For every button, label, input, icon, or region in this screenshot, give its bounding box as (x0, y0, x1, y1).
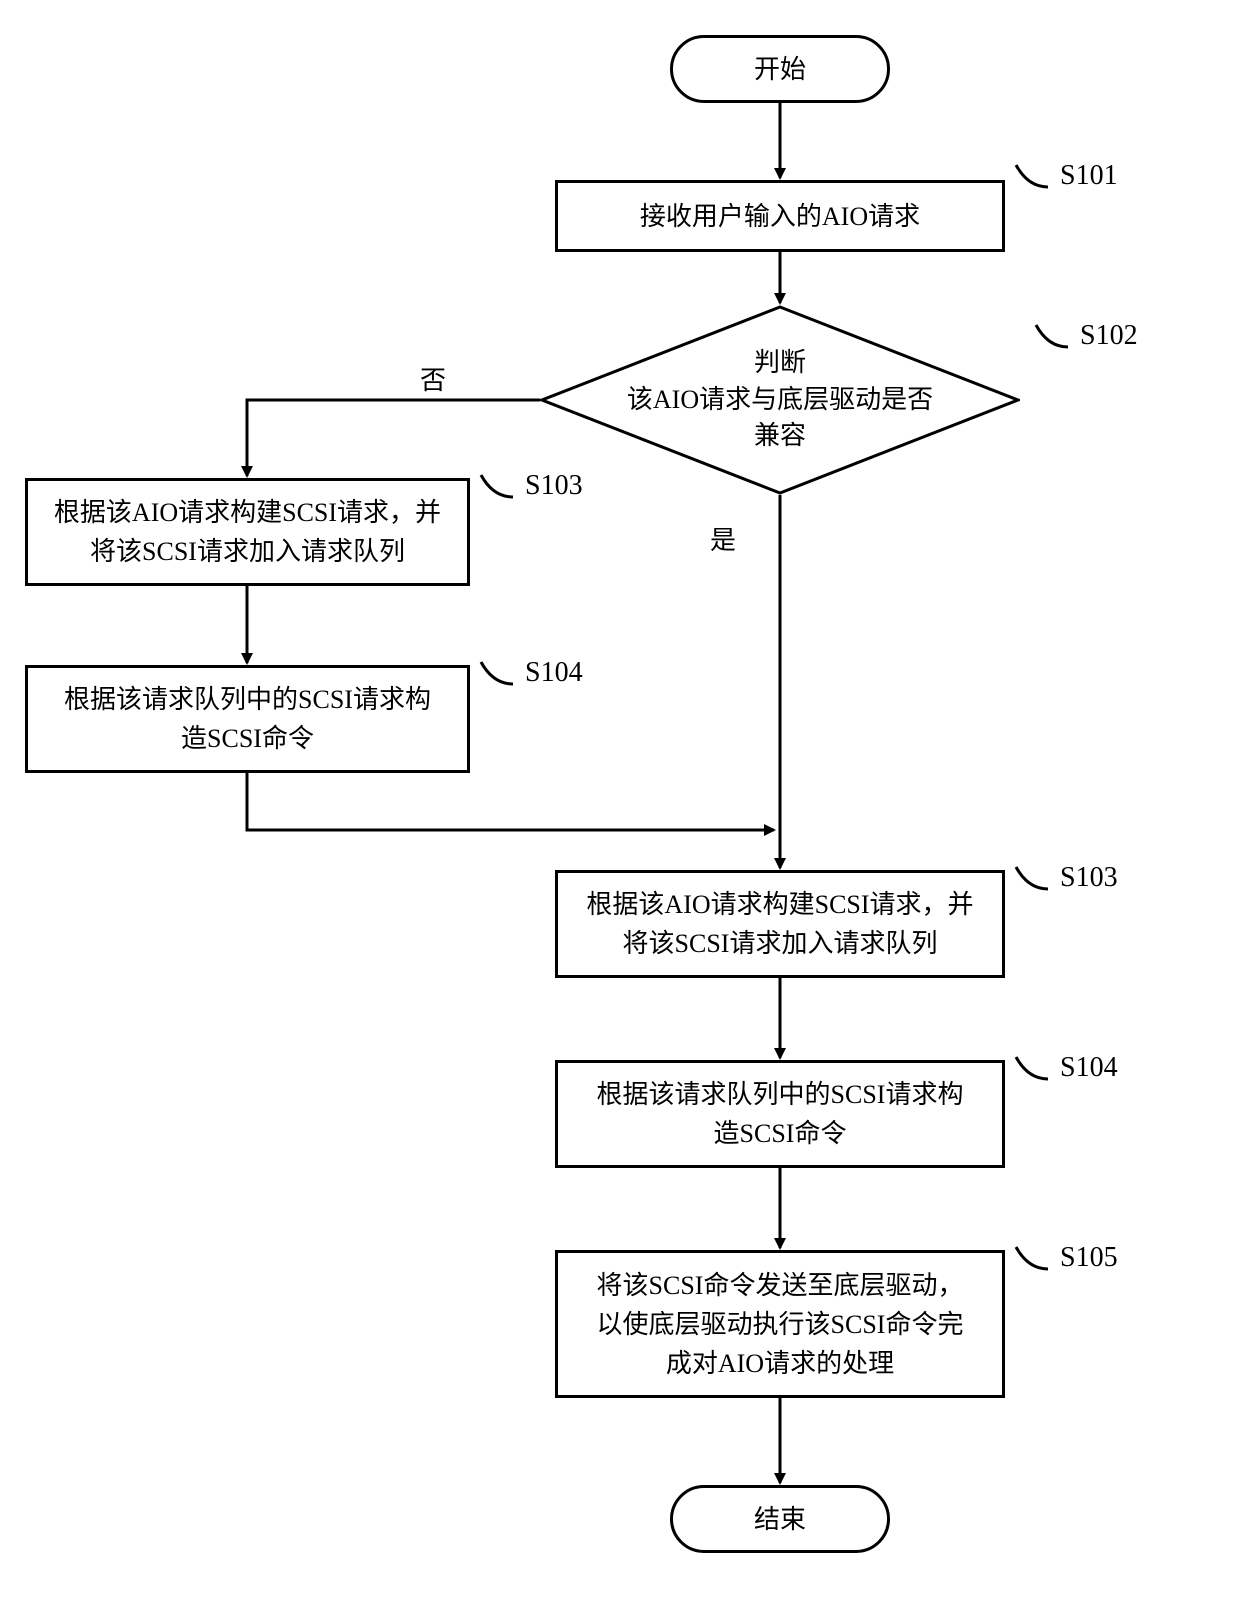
s102-line3: 兼容 (627, 418, 933, 454)
branch-no: 否 (420, 360, 446, 397)
s105-line1: 将该SCSI命令发送至底层驱动， (597, 1266, 964, 1305)
start-node: 开始 (670, 35, 890, 103)
s103b-line2: 将该SCSI请求加入请求队列 (586, 924, 973, 963)
s105-line3: 成对AIO请求的处理 (597, 1344, 964, 1383)
s101-label: S101 (1010, 160, 1118, 192)
process-s104a: 根据该请求队列中的SCSI请求构 造SCSI命令 (25, 665, 470, 773)
process-s101: 接收用户输入的AIO请求 (555, 180, 1005, 252)
process-s103a: 根据该AIO请求构建SCSI请求，并 将该SCSI请求加入请求队列 (25, 478, 470, 586)
decision-s102: 判断 该AIO请求与底层驱动是否 兼容 (540, 305, 1020, 495)
s103b-line1: 根据该AIO请求构建SCSI请求，并 (586, 885, 973, 924)
s103a-label: S103 (475, 470, 583, 502)
s104b-line1: 根据该请求队列中的SCSI请求构 (597, 1075, 964, 1114)
end-text: 结束 (754, 1500, 806, 1539)
s105-line2: 以使底层驱动执行该SCSI命令完 (597, 1305, 964, 1344)
process-s105: 将该SCSI命令发送至底层驱动， 以使底层驱动执行该SCSI命令完 成对AIO请… (555, 1250, 1005, 1398)
s103b-label: S103 (1010, 862, 1118, 894)
s103a-line1: 根据该AIO请求构建SCSI请求，并 (54, 493, 441, 532)
s104b-label: S104 (1010, 1052, 1118, 1084)
s105-label: S105 (1010, 1242, 1118, 1274)
start-text: 开始 (754, 50, 806, 89)
s102-line1: 判断 (627, 345, 933, 381)
s101-text: 接收用户输入的AIO请求 (640, 197, 920, 236)
s104b-line2: 造SCSI命令 (597, 1114, 964, 1153)
flowchart-container: 开始 接收用户输入的AIO请求 S101 判断 该AIO请求与底层驱动是否 兼容… (0, 0, 1240, 1619)
s104a-label: S104 (475, 657, 583, 689)
s102-label: S102 (1030, 320, 1138, 352)
s104a-line2: 造SCSI命令 (64, 719, 431, 758)
process-s103b: 根据该AIO请求构建SCSI请求，并 将该SCSI请求加入请求队列 (555, 870, 1005, 978)
s103a-line2: 将该SCSI请求加入请求队列 (54, 532, 441, 571)
s104a-line1: 根据该请求队列中的SCSI请求构 (64, 680, 431, 719)
process-s104b: 根据该请求队列中的SCSI请求构 造SCSI命令 (555, 1060, 1005, 1168)
branch-yes: 是 (710, 520, 736, 557)
end-node: 结束 (670, 1485, 890, 1553)
s102-line2: 该AIO请求与底层驱动是否 (627, 382, 933, 418)
